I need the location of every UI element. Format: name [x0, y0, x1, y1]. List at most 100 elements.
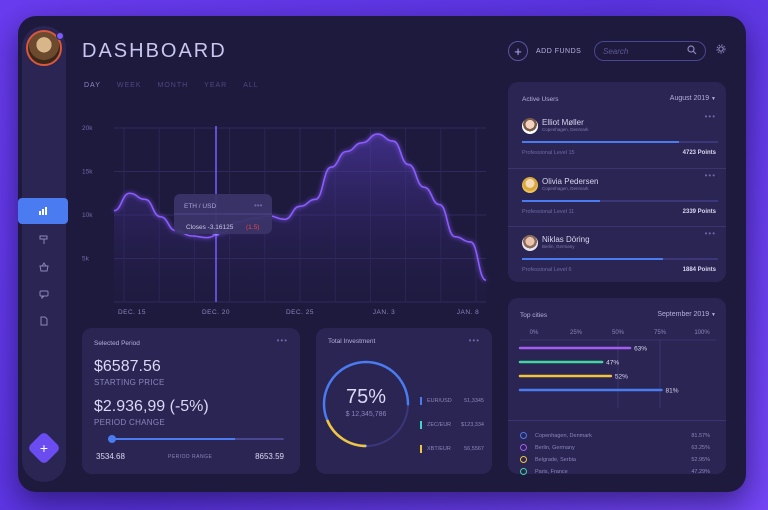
- paint-roller-icon: [39, 235, 48, 244]
- city-legend-item: Berlin, Germany 63.25%: [520, 444, 710, 451]
- starting-price-label: STARTING PRICE: [94, 378, 165, 387]
- investment-item-marker: [420, 421, 422, 429]
- user-location: Copenhagen, Denmark: [542, 186, 589, 191]
- user-location: Copenhagen, Denmark: [542, 127, 589, 132]
- tab-month[interactable]: MONTH: [157, 82, 189, 89]
- user-progress-fill: [522, 200, 601, 202]
- user-points: 2339 Points: [682, 209, 716, 215]
- x-tick-label: JAN. 8: [457, 309, 480, 316]
- user-points: 4723 Points: [682, 150, 716, 156]
- range-min: 3534.68: [96, 452, 125, 461]
- x-tick-label: JAN. 3: [373, 309, 396, 316]
- investment-item-marker: [420, 445, 422, 453]
- legend-marker: [520, 444, 527, 451]
- city-value: 52.95%: [691, 456, 710, 463]
- list-item[interactable]: Elliot Møller Copenhagen, Denmark ••• Pr…: [508, 110, 726, 168]
- bar-chart-icon: [39, 207, 47, 215]
- tooltip-change: (1.5): [246, 224, 259, 231]
- top-cities-card: Top cities September 2019 ▼ 0% 25% 50% 75% 1…: [508, 298, 726, 475]
- axis-tick-label: 25%: [570, 330, 583, 336]
- more-icon[interactable]: •••: [704, 112, 716, 121]
- y-tick-label: 10k: [82, 212, 93, 219]
- city-name: Belgrade, Serbia: [535, 456, 576, 463]
- card-title: Selected Period: [94, 340, 140, 347]
- city-name: Berlin, Germany: [535, 444, 575, 451]
- investment-item: ZEC/EUR $123,334: [420, 420, 484, 430]
- tooltip-menu-dots[interactable]: •••: [254, 201, 263, 210]
- list-item[interactable]: Olivia Pedersen Copenhagen, Denmark ••• …: [508, 168, 726, 226]
- legend-marker: [520, 468, 527, 475]
- avatar: [522, 235, 538, 251]
- tooltip-title: ETH / USD: [184, 203, 216, 210]
- avatar: [522, 118, 538, 134]
- search-icon[interactable]: [687, 44, 697, 58]
- chevron-down-icon: ▼: [711, 96, 716, 102]
- tab-year[interactable]: YEAR: [204, 82, 228, 89]
- period-dropdown[interactable]: August 2019 ▼: [670, 95, 716, 102]
- investment-item-label: EUR/USD: [427, 398, 452, 404]
- more-icon[interactable]: •••: [704, 229, 716, 238]
- period-range-handle[interactable]: [108, 435, 116, 443]
- axis-tick-label: 75%: [654, 330, 667, 336]
- card-title: Top cities: [520, 312, 548, 319]
- period-range-fill: [108, 438, 235, 440]
- investment-donut: [322, 360, 410, 448]
- period-dropdown[interactable]: September 2019 ▼: [657, 311, 716, 318]
- axis-tick-label: 0%: [530, 330, 539, 336]
- gear-icon[interactable]: [716, 44, 726, 57]
- page-title: DASHBOARD: [82, 40, 227, 62]
- sidebar-item-charts[interactable]: [18, 198, 68, 224]
- tab-all[interactable]: ALL: [243, 82, 259, 89]
- y-tick-label: 5k: [82, 256, 90, 263]
- user-points: 1884 Points: [682, 267, 716, 273]
- period-change: $2.936,99 (-5%): [94, 398, 209, 415]
- add-funds-button[interactable]: + ADD FUNDS: [508, 41, 581, 61]
- sidebar-item-basket[interactable]: [22, 255, 66, 279]
- investment-item-value: 56,5567: [464, 446, 484, 452]
- city-value: 81.57%: [691, 432, 710, 439]
- list-item[interactable]: Niklas Döring Berlin, Germany ••• Profes…: [508, 226, 726, 284]
- more-icon[interactable]: •••: [276, 336, 288, 345]
- investment-percent: 75%: [345, 386, 387, 408]
- tab-week[interactable]: WEEK: [116, 82, 142, 89]
- user-location: Berlin, Germany: [542, 244, 575, 249]
- x-tick-label: DEC. 15: [118, 309, 146, 316]
- chat-icon: [39, 290, 49, 299]
- user-progress-fill: [522, 258, 664, 260]
- tab-day[interactable]: DAY: [84, 82, 101, 89]
- sidebar-item-paint[interactable]: [22, 228, 66, 252]
- user-progress: [522, 200, 718, 202]
- card-title: Active Users: [522, 96, 559, 103]
- more-icon[interactable]: •••: [704, 171, 716, 180]
- plus-icon: +: [39, 440, 49, 456]
- period-dropdown-value: September 2019: [657, 311, 710, 318]
- city-name: Copenhagen, Denmark: [535, 432, 592, 439]
- total-investment-card: Total Investment ••• 75% $ 12,345,786 EU…: [316, 328, 492, 474]
- more-icon[interactable]: •••: [468, 336, 480, 345]
- card-title: Total Investment: [328, 338, 376, 345]
- investment-item-label: ZEC/EUR: [427, 422, 452, 428]
- sidebar-item-messages[interactable]: [22, 282, 66, 306]
- city-value: 63.25%: [691, 444, 710, 451]
- sidebar-item-documents[interactable]: [22, 309, 66, 333]
- basket-icon: [39, 262, 49, 272]
- period-change-label: PERIOD CHANGE: [94, 418, 166, 427]
- tooltip-label: Closes -3.16125: [186, 224, 234, 231]
- legend-marker: [520, 456, 527, 463]
- search-input[interactable]: [603, 46, 687, 56]
- axis-tick-label: 50%: [612, 330, 625, 336]
- user-name: Olivia Pedersen: [542, 177, 599, 186]
- plus-icon: +: [508, 41, 528, 61]
- user-level: Professional Level 6: [522, 267, 572, 273]
- user-progress-fill: [522, 141, 679, 143]
- chevron-down-icon: ▼: [711, 312, 716, 318]
- price-area: [114, 134, 486, 302]
- period-range-slider[interactable]: [108, 438, 284, 440]
- city-value: 47.29%: [691, 468, 710, 475]
- search-box: [594, 41, 706, 61]
- investment-item-marker: [420, 397, 422, 405]
- add-button[interactable]: +: [27, 431, 61, 465]
- y-tick-label: 20k: [82, 125, 93, 132]
- user-level: Professional Level 11: [522, 209, 575, 215]
- add-funds-label: ADD FUNDS: [536, 47, 582, 55]
